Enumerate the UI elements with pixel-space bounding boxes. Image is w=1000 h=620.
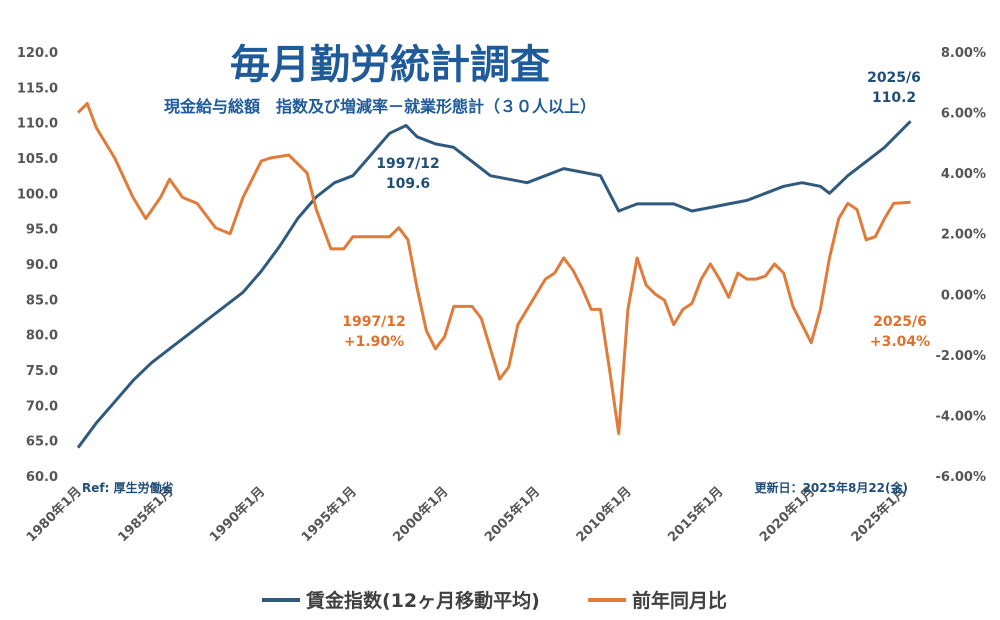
annotation-wage-2025-date: 2025/6 (867, 70, 921, 86)
y-left-tick-label: 85.0 (26, 293, 58, 308)
x-tick-label: 2000年1月 (390, 484, 452, 546)
y-right-tick-label: 0.00% (941, 288, 986, 303)
x-tick-label: 1980年1月 (23, 484, 85, 546)
y-left-tick-label: 70.0 (26, 399, 58, 414)
y-left-tick-label: 65.0 (26, 435, 58, 450)
legend: 賃金指数(12ヶ月移動平均) 前年同月比 (262, 589, 727, 612)
x-tick-label: 2005年1月 (481, 484, 543, 546)
y-left-tick-label: 60.0 (26, 470, 58, 485)
x-tick-label: 1995年1月 (298, 484, 360, 546)
x-tick-label: 2015年1月 (665, 484, 727, 546)
y-right-tick-label: 2.00% (941, 228, 986, 243)
y-left-tick-label: 105.0 (17, 152, 58, 167)
legend-label-yoy: 前年同月比 (632, 589, 727, 612)
series-line-wage-index (76, 120, 912, 449)
x-tick-label: 2010年1月 (573, 484, 635, 546)
annotation-yoy-1997-value: +1.90% (344, 334, 404, 350)
series-layer (76, 102, 912, 449)
x-tick-label: 1990年1月 (206, 484, 268, 546)
updated-label: 更新日：2025年8月22(金) (755, 480, 908, 495)
y-right-tick-label: -6.00% (936, 470, 987, 485)
y-right-tick-label: -4.00% (936, 409, 987, 424)
annotation-yoy-2025-value: +3.04% (870, 334, 930, 350)
y-left-tick-label: 110.0 (17, 117, 58, 132)
y-left-tick-label: 75.0 (26, 364, 58, 379)
y-left-tick-label: 120.0 (17, 46, 58, 61)
annotation-wage-2025-value: 110.2 (872, 90, 916, 106)
y-left-axis: 60.0 65.0 70.0 75.0 80.0 85.0 90.0 95.0 100.0 105… (17, 46, 58, 485)
y-left-tick-label: 90.0 (26, 258, 58, 273)
y-right-tick-label: 6.00% (941, 107, 986, 122)
y-left-tick-label: 80.0 (26, 329, 58, 344)
legend-label-wage: 賃金指数(12ヶ月移動平均) (305, 589, 540, 612)
annotation-wage-1997-date: 1997/12 (376, 156, 440, 172)
y-right-tick-label: -2.00% (936, 349, 987, 364)
y-left-tick-label: 100.0 (17, 187, 58, 202)
y-left-tick-label: 95.0 (26, 223, 58, 238)
chart-subtitle: 現金給与総額 指数及び増減率－就業形態計（３０人以上） (164, 97, 596, 116)
y-right-tick-label: 4.00% (941, 167, 986, 182)
annotation-yoy-1997-date: 1997/12 (342, 314, 406, 330)
chart-title: 毎月勤労統計調査 (230, 42, 550, 88)
annotation-yoy-2025-date: 2025/6 (873, 314, 927, 330)
source-label: Ref: 厚生労働省 (82, 480, 174, 495)
annotation-wage-1997-value: 109.6 (386, 176, 430, 192)
y-right-axis: -6.00% -4.00% -2.00% 0.00% 2.00% 4.00% 6.00% 8.… (936, 46, 987, 485)
series-line-yoy-change (76, 102, 911, 436)
y-left-tick-label: 115.0 (17, 81, 58, 96)
y-right-tick-label: 8.00% (941, 46, 986, 61)
